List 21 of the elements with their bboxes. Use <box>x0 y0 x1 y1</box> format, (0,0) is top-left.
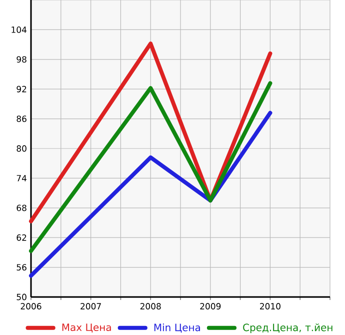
x-tick-label: 2007 <box>80 303 101 310</box>
y-tick-label: 74 <box>16 175 26 182</box>
x-tick-label: 2006 <box>20 303 42 310</box>
y-tick-label: 80 <box>16 145 26 152</box>
y-tick-label: 62 <box>16 234 26 241</box>
y-tick-label: 56 <box>16 264 26 271</box>
y-tick-label: 68 <box>16 204 26 212</box>
line-series <box>29 81 272 253</box>
y-tick-label: 92 <box>16 86 26 92</box>
legend-label: Max Цена <box>62 324 111 332</box>
legend-label: Сред.Цена, т.йен <box>243 323 332 334</box>
x-tick-label: 2008 <box>140 303 161 310</box>
x-tick-label: 2010 <box>260 303 280 310</box>
legend-label: Min Цена <box>154 323 200 333</box>
line-series <box>29 42 272 224</box>
y-tick-label: 98 <box>16 56 26 63</box>
y-tick-label: 86 <box>16 116 26 122</box>
x-tick-label: 2009 <box>200 303 221 310</box>
y-tick-label: 50 <box>16 294 26 300</box>
y-tick-label: 104 <box>12 26 26 33</box>
line-series <box>29 110 272 278</box>
